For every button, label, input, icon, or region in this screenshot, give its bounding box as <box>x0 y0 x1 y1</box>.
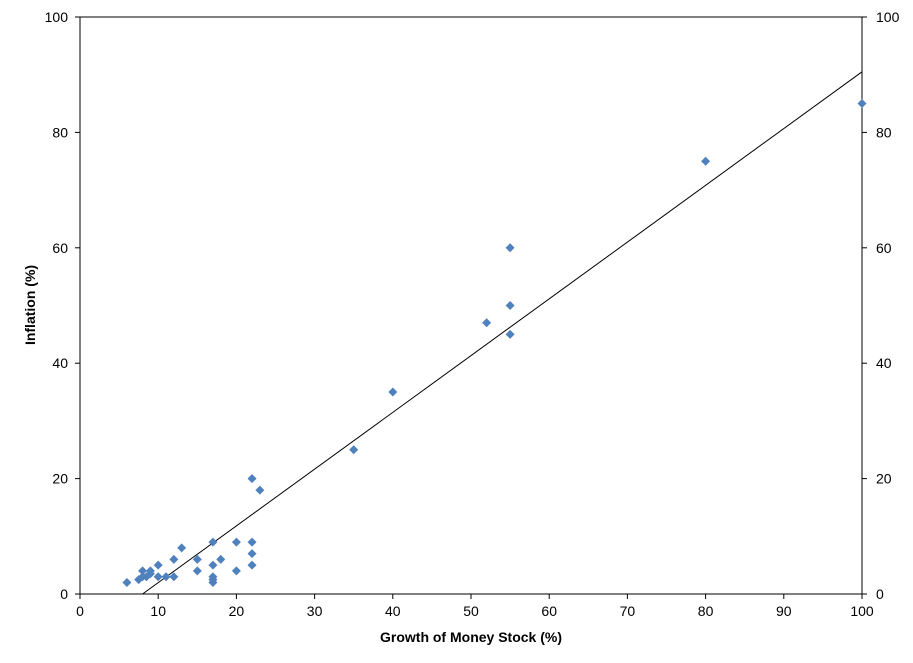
data-point <box>153 560 163 570</box>
data-point <box>122 577 132 587</box>
y-tick-label-right: 100 <box>876 9 900 25</box>
x-tick-label: 30 <box>307 603 323 619</box>
x-tick-label: 80 <box>698 603 714 619</box>
x-tick-label: 0 <box>76 603 84 619</box>
y-tick-label-right: 60 <box>876 240 892 256</box>
y-tick-label-right: 40 <box>876 355 892 371</box>
data-points <box>122 99 867 587</box>
x-axis-title: Growth of Money Stock (%) <box>380 629 562 645</box>
data-point <box>247 549 257 559</box>
data-point <box>208 537 218 547</box>
data-point <box>216 554 226 564</box>
data-point <box>161 572 171 582</box>
trendline <box>142 71 863 595</box>
data-point <box>349 445 359 455</box>
y-tick-label-right: 20 <box>876 471 892 487</box>
data-point <box>231 537 241 547</box>
x-tick-label: 50 <box>463 603 479 619</box>
y-axis-left: 0 20 40 60 80 100 <box>45 9 80 602</box>
data-point <box>192 566 202 576</box>
y-tick-label-left: 40 <box>52 355 68 371</box>
data-point <box>208 572 218 582</box>
data-point <box>169 554 179 564</box>
y-tick-label-left: 60 <box>52 240 68 256</box>
x-tick-label: 90 <box>776 603 792 619</box>
y-tick-label-left: 20 <box>52 471 68 487</box>
data-point <box>169 572 179 582</box>
y-axis-right: 0 20 40 60 80 100 <box>862 9 900 602</box>
x-tick-label: 60 <box>541 603 557 619</box>
x-tick-label: 70 <box>620 603 636 619</box>
y-tick-label-left: 80 <box>52 124 68 140</box>
data-point <box>388 387 398 397</box>
trendline-group <box>142 71 863 595</box>
data-point <box>247 560 257 570</box>
data-point <box>247 474 257 484</box>
x-tick-label: 20 <box>229 603 245 619</box>
data-point <box>505 329 515 339</box>
data-point <box>255 485 265 495</box>
x-tick-label: 100 <box>850 603 874 619</box>
y-tick-label-left: 0 <box>60 586 68 602</box>
data-point <box>505 301 515 310</box>
data-point <box>505 243 515 253</box>
data-point <box>482 318 492 328</box>
data-point <box>701 156 711 166</box>
y-tick-label-right: 0 <box>876 586 884 602</box>
data-point <box>177 543 187 553</box>
data-point <box>231 566 241 576</box>
y-tick-label-left: 100 <box>45 9 69 25</box>
data-point <box>208 560 218 570</box>
data-point <box>138 566 148 576</box>
data-point <box>247 537 257 547</box>
data-point <box>153 572 163 582</box>
plot-area <box>79 16 863 595</box>
x-axis: 0 10 20 30 40 50 60 70 80 90 100 <box>76 594 874 619</box>
data-point <box>857 99 867 109</box>
data-point <box>192 554 202 564</box>
y-axis-title: Inflation (%) <box>22 265 38 345</box>
x-tick-label: 10 <box>150 603 166 619</box>
x-tick-label: 40 <box>385 603 401 619</box>
y-tick-label-right: 80 <box>876 124 892 140</box>
data-point <box>145 566 155 576</box>
